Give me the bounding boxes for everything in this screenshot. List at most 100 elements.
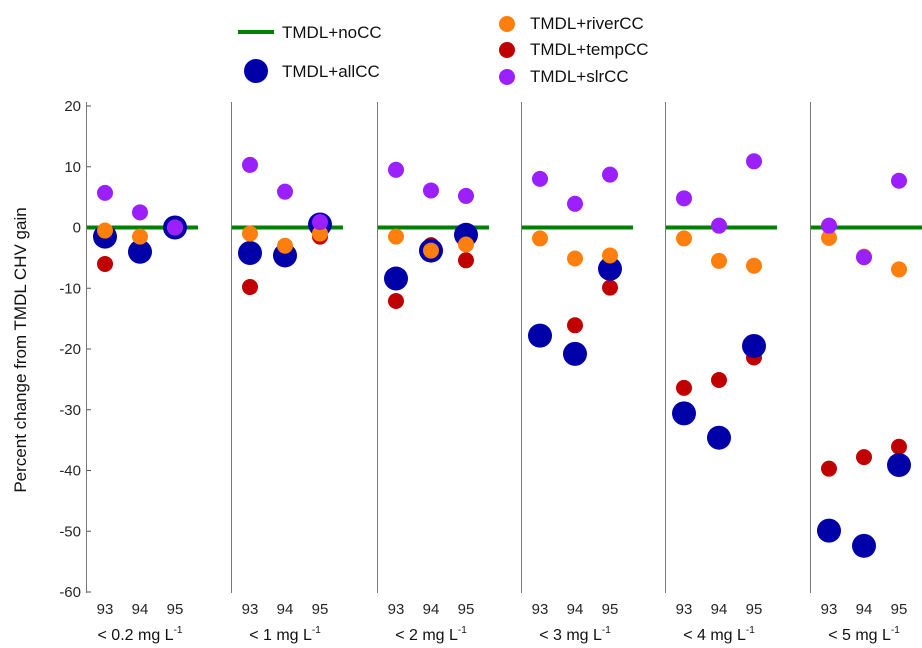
x-tick-label: 93: [97, 601, 114, 618]
x-tick-label: 94: [856, 601, 873, 618]
y-axis: 20 10 0 -10 -20 -30 -40 -50 -60: [59, 98, 91, 601]
legend-tempcc-dot: [499, 42, 515, 58]
y-tick-label: 20: [64, 98, 81, 115]
point-rivercc: [711, 252, 727, 269]
y-tick-label: -60: [59, 584, 81, 601]
y-tick-label: 10: [64, 159, 81, 176]
x-tick-label: 95: [312, 601, 329, 618]
panel-label-superscript: -1: [746, 625, 755, 636]
y-axis-label: Percent change from TMDL CHV gain: [11, 207, 30, 492]
panel-label-superscript: -1: [458, 625, 467, 636]
point-rivercc: [602, 247, 618, 264]
legend-nocc-label: TMDL+noCC: [282, 23, 382, 42]
point-rivercc: [97, 222, 113, 239]
panel: 93 94 95 < 5 mg L-1: [810, 102, 922, 644]
y-axis-label-group: Percent change from TMDL CHV gain: [11, 207, 30, 492]
legend-slrcc-dot: [499, 69, 515, 85]
legend-slrcc-label: TMDL+slrCC: [530, 67, 629, 86]
point-slrcc: [602, 166, 618, 183]
y-tick-label: -50: [59, 523, 81, 540]
y-tick-label: 0: [73, 220, 81, 237]
point-allcc: [707, 425, 731, 450]
panels: 93 94 95 < 0.2 mg L-1 93 94 95 < 1 mg L-1 93 94 95…: [86, 102, 922, 644]
point-rivercc: [277, 237, 293, 254]
x-tick-label: 93: [676, 601, 693, 618]
point-allcc: [563, 341, 587, 366]
point-slrcc: [277, 183, 293, 200]
point-tempcc: [97, 255, 113, 272]
x-tick-label: 93: [821, 601, 838, 618]
point-rivercc: [567, 250, 583, 267]
point-tempcc: [676, 379, 692, 396]
point-slrcc: [821, 217, 837, 234]
point-rivercc: [458, 236, 474, 253]
point-allcc: [742, 333, 766, 358]
y-tick-label: -20: [59, 341, 81, 358]
panel-label-superscript: -1: [312, 625, 321, 636]
point-slrcc: [746, 153, 762, 170]
panel-label-superscript: -1: [891, 625, 900, 636]
point-rivercc: [312, 225, 328, 242]
panel-label: < 4 mg L-1: [683, 625, 755, 644]
legend: TMDL+noCC TMDL+allCC TMDL+riverCC TMDL+temp…: [238, 14, 649, 86]
point-tempcc: [856, 449, 872, 466]
panel-label-superscript: -1: [174, 625, 183, 636]
panel: 93 94 95 < 0.2 mg L-1: [86, 102, 198, 644]
point-slrcc: [891, 172, 907, 189]
panel-label: < 2 mg L-1: [395, 625, 467, 644]
point-slrcc: [242, 156, 258, 173]
panel: 93 94 95 < 1 mg L-1: [231, 102, 343, 644]
point-tempcc: [242, 279, 258, 296]
panel-label: < 3 mg L-1: [539, 625, 611, 644]
x-tick-label: 94: [132, 601, 149, 618]
x-tick-label: 94: [567, 601, 584, 618]
point-allcc: [598, 256, 622, 281]
point-tempcc: [891, 438, 907, 455]
legend-tempcc-label: TMDL+tempCC: [530, 40, 649, 59]
y-tick-label: -30: [59, 402, 81, 419]
legend-allcc-dot: [244, 59, 268, 83]
panel: 93 94 95 < 4 mg L-1: [665, 102, 777, 644]
panel: 93 94 95 < 2 mg L-1: [377, 102, 489, 644]
point-rivercc: [242, 225, 258, 242]
point-tempcc: [602, 279, 618, 296]
point-allcc: [528, 323, 552, 348]
x-tick-label: 95: [167, 601, 184, 618]
y-tick-label: -10: [59, 280, 81, 297]
point-allcc: [672, 401, 696, 426]
x-tick-label: 93: [242, 601, 259, 618]
x-tick-label: 94: [423, 601, 440, 618]
x-tick-label: 93: [388, 601, 405, 618]
x-tick-label: 94: [277, 601, 294, 618]
point-allcc: [384, 266, 408, 291]
point-slrcc: [312, 214, 328, 231]
point-rivercc: [821, 229, 837, 246]
point-rivercc: [746, 257, 762, 274]
point-allcc: [128, 239, 152, 264]
y-tick-label: -40: [59, 463, 81, 480]
x-tick-label: 95: [891, 601, 908, 618]
point-rivercc: [423, 242, 439, 259]
point-rivercc: [532, 230, 548, 247]
point-allcc: [817, 518, 841, 543]
point-tempcc: [567, 317, 583, 334]
point-allcc: [887, 453, 911, 478]
point-slrcc: [132, 204, 148, 221]
legend-allcc-label: TMDL+allCC: [282, 62, 380, 81]
point-allcc: [238, 241, 262, 266]
point-rivercc: [676, 230, 692, 247]
point-allcc: [852, 533, 876, 558]
point-tempcc: [821, 460, 837, 477]
panel-label: < 0.2 mg L-1: [98, 625, 183, 644]
point-slrcc: [711, 217, 727, 234]
panel: 93 94 95 < 3 mg L-1: [521, 102, 633, 644]
x-tick-label: 95: [602, 601, 619, 618]
point-rivercc: [388, 228, 404, 245]
point-slrcc: [458, 187, 474, 204]
point-slrcc: [423, 182, 439, 199]
legend-rivercc-dot: [499, 16, 515, 32]
point-slrcc: [97, 184, 113, 201]
point-tempcc: [711, 371, 727, 388]
point-slrcc: [856, 249, 872, 266]
